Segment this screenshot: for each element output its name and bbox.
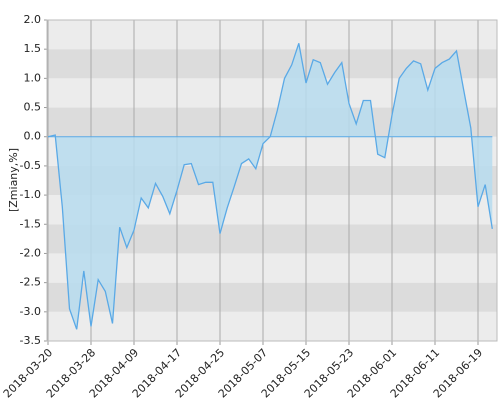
y-tick-label: -0.5 xyxy=(20,159,41,172)
y-tick-label: -3.0 xyxy=(20,305,41,318)
grid-band xyxy=(47,20,497,50)
y-tick-label: 2.0 xyxy=(24,13,42,26)
grid-band xyxy=(47,253,497,283)
y-tick-label: -2.0 xyxy=(20,246,41,259)
grid-band xyxy=(47,49,497,79)
y-tick-label: 1.5 xyxy=(24,42,42,55)
plot-border xyxy=(46,19,498,342)
line xyxy=(47,43,493,330)
y-axis-label: [Zmiany,%] xyxy=(7,148,20,212)
y-tick-label: 1.0 xyxy=(24,71,42,84)
y-tick-label: 0.5 xyxy=(24,101,42,114)
y-tick-label: -1.0 xyxy=(20,188,41,201)
grid-band xyxy=(47,311,497,341)
y-tick-label: -2.5 xyxy=(20,276,41,289)
y-tick-label: -1.5 xyxy=(20,217,41,230)
y-tick-label: 0.0 xyxy=(24,130,42,143)
area xyxy=(48,43,493,330)
y-tick-label: -3.5 xyxy=(20,334,41,347)
grid-band xyxy=(47,282,497,312)
